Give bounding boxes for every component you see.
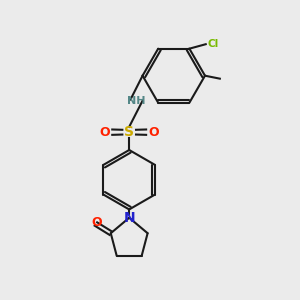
Text: S: S <box>124 125 134 139</box>
Text: NH: NH <box>127 96 145 106</box>
Text: N: N <box>123 211 135 225</box>
Text: O: O <box>99 126 110 139</box>
Text: Cl: Cl <box>207 39 218 49</box>
Text: O: O <box>149 126 160 139</box>
Text: O: O <box>91 216 102 229</box>
